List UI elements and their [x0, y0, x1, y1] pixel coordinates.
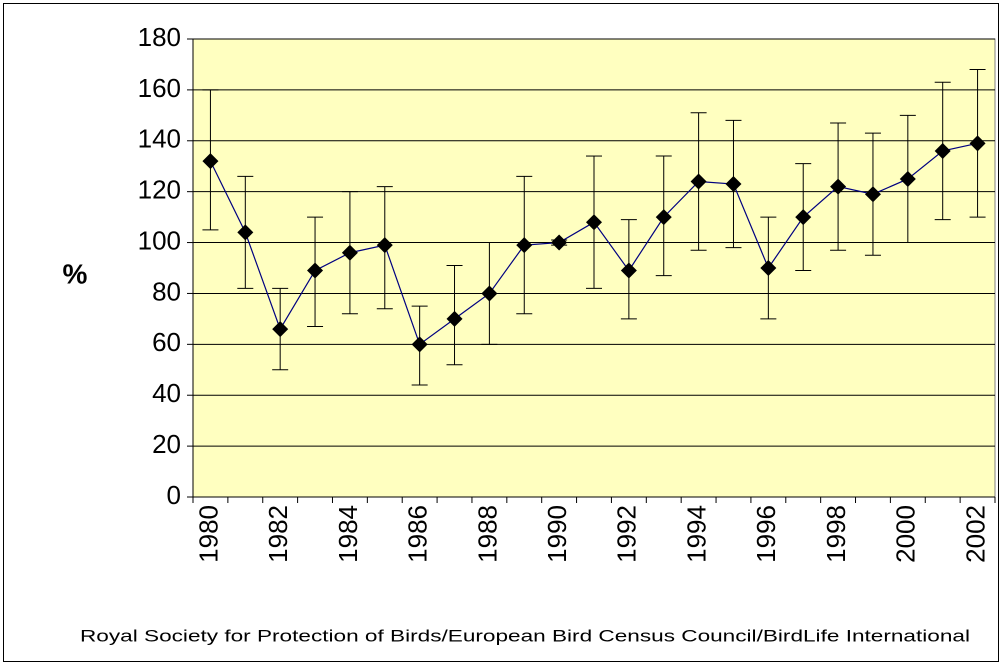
x-tick-label: 2002	[960, 505, 990, 563]
x-tick-label: 1986	[403, 505, 433, 563]
x-tick-label: 1990	[542, 505, 572, 563]
y-tick-label: 120	[138, 175, 181, 205]
data-point	[969, 135, 986, 152]
data-point	[551, 234, 568, 251]
data-point	[376, 237, 393, 254]
data-point	[307, 262, 324, 279]
y-tick-label: 60	[152, 327, 181, 357]
x-tick-label: 1996	[751, 505, 781, 563]
source-note: Royal Society for Protection of Birds/Eu…	[80, 626, 970, 645]
x-tick-label: 1980	[193, 505, 223, 563]
y-tick-label: 160	[138, 73, 181, 103]
x-tick-label: 1984	[333, 505, 363, 563]
x-tick-label: 2000	[891, 505, 921, 563]
x-tick-label: 1998	[821, 505, 851, 563]
data-point	[655, 209, 672, 226]
y-tick-label: 20	[152, 429, 181, 459]
data-point	[516, 237, 533, 254]
x-tick-label: 1988	[472, 505, 502, 563]
data-point	[411, 336, 428, 353]
data-point	[899, 170, 916, 187]
x-tick-label: 1982	[263, 505, 293, 563]
data-point	[481, 285, 498, 302]
data-point	[830, 178, 847, 195]
y-tick-label: 140	[138, 124, 181, 154]
data-point	[690, 173, 707, 190]
y-tick-label: 40	[152, 378, 181, 408]
y-tick-label: 100	[138, 225, 181, 255]
y-tick-label: 80	[152, 276, 181, 306]
data-point	[760, 260, 777, 276]
data-point	[934, 142, 951, 159]
data-point	[586, 214, 602, 231]
data-point	[620, 262, 637, 279]
data-point	[725, 176, 742, 193]
y-tick-label: 180	[138, 22, 181, 52]
data-point	[795, 209, 812, 226]
x-tick-label: 1994	[681, 505, 711, 563]
data-point	[446, 310, 463, 327]
data-point	[341, 244, 358, 261]
data-point	[237, 224, 254, 241]
x-tick-label: 1992	[612, 505, 642, 563]
y-tick-label: 0	[167, 480, 181, 510]
data-point	[202, 153, 219, 170]
data-point	[864, 186, 881, 203]
data-point	[272, 321, 289, 338]
y-axis-label: %	[63, 258, 88, 289]
